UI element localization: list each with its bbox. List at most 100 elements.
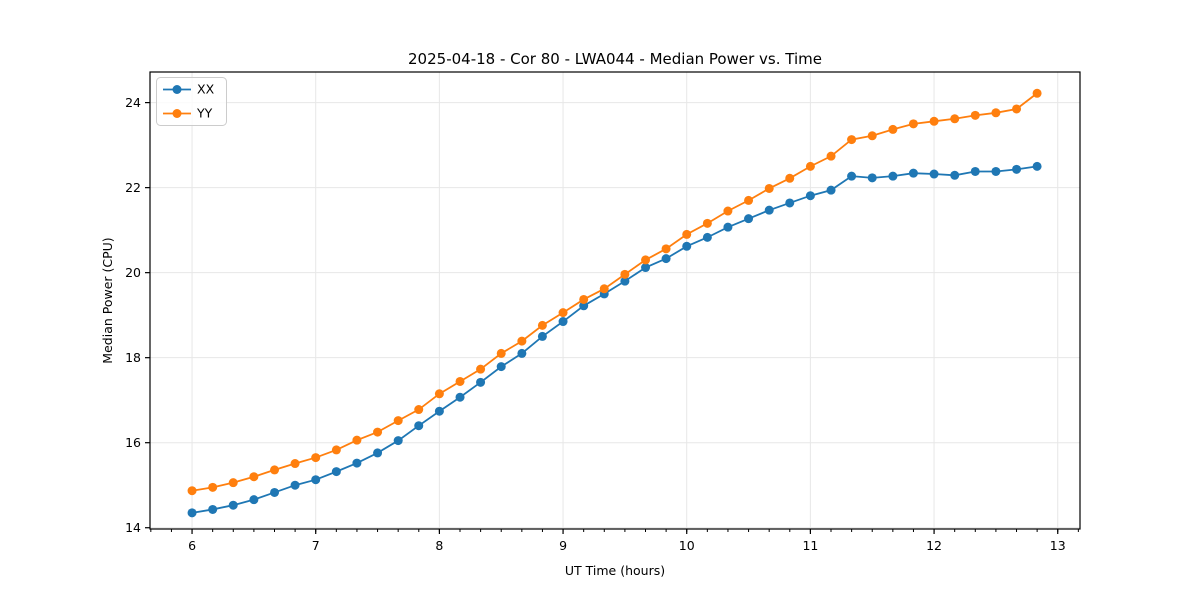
data-point-XX <box>537 331 547 341</box>
data-point-XX <box>1032 161 1042 171</box>
data-point-XX <box>249 495 259 505</box>
legend-label-yy: YY <box>196 106 213 121</box>
data-point-YY <box>579 294 589 304</box>
data-point-XX <box>620 276 630 286</box>
data-point-YY <box>661 244 671 254</box>
data-point-XX <box>723 222 733 232</box>
data-point-YY <box>249 472 259 482</box>
y-tick-label: 14 <box>125 520 141 535</box>
data-point-YY <box>867 131 877 141</box>
data-point-YY <box>290 459 300 469</box>
data-point-XX <box>331 467 341 477</box>
data-point-XX <box>785 198 795 208</box>
data-point-YY <box>228 478 238 488</box>
data-point-YY <box>702 218 712 228</box>
legend-item-xx: XX <box>163 82 215 97</box>
legend-box <box>156 77 227 126</box>
data-point-YY <box>352 435 362 445</box>
data-point-YY <box>682 229 692 239</box>
data-point-XX <box>661 254 671 264</box>
data-point-YY <box>1032 88 1042 98</box>
x-tick-label: 12 <box>926 538 942 553</box>
axis-ticks: 6 7 8 9 10 11 12 13 14 16 18 20 22 24 <box>125 95 1079 553</box>
data-point-YY <box>393 416 403 426</box>
data-point-XX <box>744 214 754 224</box>
data-point-XX <box>929 169 939 179</box>
data-point-XX <box>187 508 197 518</box>
data-point-YY <box>558 308 568 318</box>
data-point-XX <box>764 205 774 215</box>
axes-spines <box>149 71 1081 530</box>
data-point-XX <box>991 166 1001 176</box>
data-point-XX <box>270 487 280 497</box>
data-point-YY <box>331 445 341 455</box>
y-tick-label: 24 <box>125 95 141 110</box>
data-point-XX <box>908 168 918 178</box>
series-YY <box>187 88 1042 496</box>
data-point-YY <box>1012 104 1022 114</box>
data-point-YY <box>888 124 898 134</box>
y-tick-label: 18 <box>125 350 141 365</box>
y-tick-label: 20 <box>125 265 141 280</box>
data-point-XX <box>826 185 836 195</box>
data-point-XX <box>950 170 960 180</box>
data-point-YY <box>311 453 321 463</box>
data-point-XX <box>579 301 589 311</box>
data-point-XX <box>702 232 712 242</box>
data-point-YY <box>744 195 754 205</box>
data-point-XX <box>290 480 300 490</box>
data-point-YY <box>455 376 465 386</box>
series-line-XX <box>191 165 1038 514</box>
x-axis-label: UT Time (hours) <box>565 563 665 578</box>
data-point-YY <box>764 183 774 193</box>
data-point-XX <box>805 191 815 201</box>
data-point-XX <box>228 500 238 510</box>
data-point-XX <box>558 317 568 327</box>
data-point-XX <box>208 504 218 514</box>
data-point-YY <box>414 405 424 415</box>
data-point-YY <box>187 486 197 496</box>
data-point-YY <box>950 114 960 124</box>
data-point-YY <box>208 482 218 492</box>
x-tick-label: 9 <box>559 538 567 553</box>
data-point-XX <box>1012 164 1022 174</box>
x-tick-label: 7 <box>312 538 320 553</box>
data-point-YY <box>641 255 651 265</box>
data-point-XX <box>352 458 362 468</box>
series-XX <box>187 161 1042 518</box>
data-point-XX <box>414 421 424 431</box>
legend-marker-icon-yy <box>172 109 182 118</box>
legend-item-yy: YY <box>163 106 213 121</box>
legend-marker-icon-xx <box>172 85 182 94</box>
data-point-YY <box>908 119 918 129</box>
data-point-YY <box>991 108 1001 118</box>
data-point-XX <box>970 166 980 176</box>
data-point-YY <box>373 427 383 437</box>
data-point-XX <box>867 173 877 183</box>
legend[interactable]: XX YY <box>156 77 227 126</box>
data-point-YY <box>599 284 609 294</box>
data-point-XX <box>476 377 486 387</box>
data-point-YY <box>496 348 506 358</box>
x-tick-label: 8 <box>435 538 443 553</box>
data-point-XX <box>311 475 321 485</box>
data-point-YY <box>847 135 857 145</box>
gridlines <box>150 72 1080 529</box>
data-point-YY <box>785 173 795 183</box>
data-point-XX <box>847 171 857 181</box>
data-point-XX <box>888 171 898 181</box>
data-point-YY <box>805 161 815 171</box>
data-point-YY <box>270 465 280 475</box>
x-tick-label: 11 <box>802 538 818 553</box>
data-point-XX <box>373 448 383 458</box>
data-point-XX <box>393 436 403 446</box>
data-point-XX <box>434 406 444 416</box>
legend-label-xx: XX <box>197 82 215 97</box>
data-series <box>187 88 1042 518</box>
data-point-XX <box>455 392 465 402</box>
data-point-XX <box>682 241 692 251</box>
series-line-YY <box>191 92 1038 492</box>
chart-title: 2025-04-18 - Cor 80 - LWA044 - Median Po… <box>408 50 822 68</box>
data-point-YY <box>476 364 486 374</box>
